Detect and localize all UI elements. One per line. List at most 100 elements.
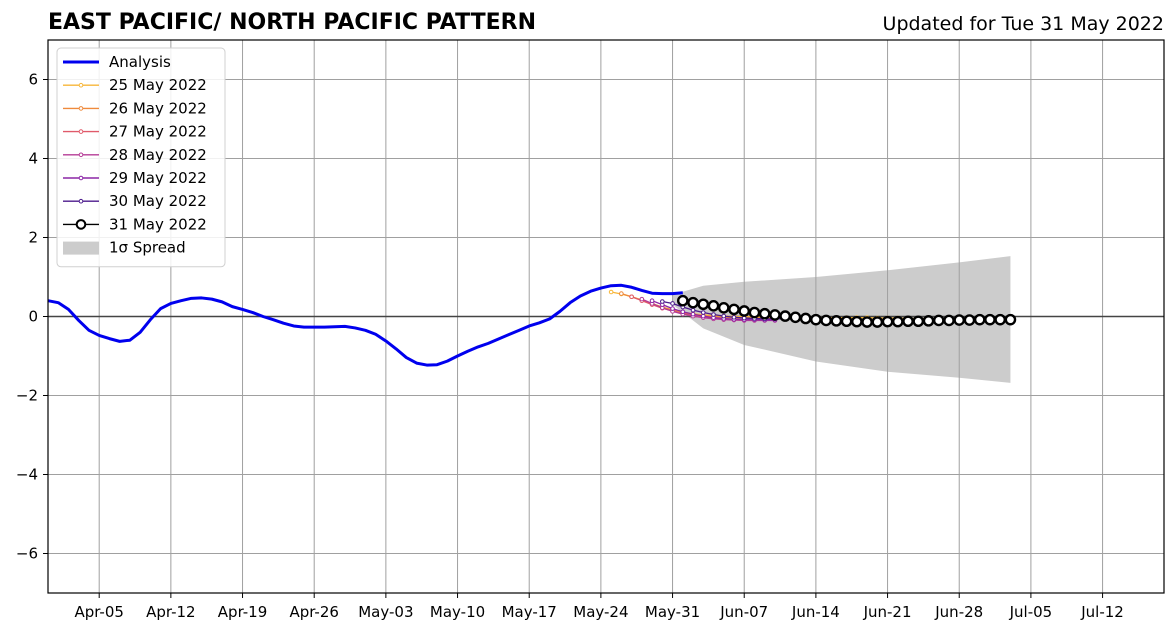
x-tick-label: Jul-05 xyxy=(1009,603,1053,621)
legend-label: 29 May 2022 xyxy=(109,169,207,187)
forecast-point xyxy=(984,313,996,326)
forecast-point xyxy=(690,307,696,313)
analysis-line xyxy=(47,283,683,367)
chart-title: EAST PACIFIC/ NORTH PACIFIC PATTERN xyxy=(48,10,536,35)
forecast-point xyxy=(629,294,634,300)
forecast-point xyxy=(660,299,665,304)
forecast-point xyxy=(851,315,863,328)
x-tick-label: Apr-12 xyxy=(146,603,196,621)
forecast-point xyxy=(721,313,727,319)
x-tick-label: May-31 xyxy=(645,603,700,621)
legend-entry: 29 May 2022 xyxy=(63,169,207,187)
forecast-point xyxy=(830,315,843,327)
x-tick-label: Jun-14 xyxy=(791,603,840,621)
legend-label: 28 May 2022 xyxy=(109,146,207,164)
forecast-point xyxy=(649,298,655,304)
forecast-point xyxy=(789,311,802,324)
forecast-point xyxy=(810,313,822,326)
legend-marker xyxy=(78,175,84,181)
x-tick-label: Apr-19 xyxy=(218,603,268,621)
forecast-point xyxy=(963,314,976,326)
legend-label: 26 May 2022 xyxy=(109,99,207,117)
x-tick-label: Jul-12 xyxy=(1080,603,1124,621)
forecast-point xyxy=(700,310,706,315)
forecast-point xyxy=(820,314,832,327)
forecast-point xyxy=(891,315,904,328)
forecast-point xyxy=(758,307,771,320)
axis-layer: Apr-05 Apr-12 Apr-19 Apr-26 May-03 May-10 May-… xyxy=(16,71,1124,622)
legend-entry: 26 May 2022 xyxy=(63,99,207,117)
forecast-point xyxy=(738,305,751,317)
forecast-point xyxy=(973,313,986,326)
y-tick-label: 6 xyxy=(28,71,38,89)
x-tick-label: Apr-26 xyxy=(289,603,339,621)
x-tick-label: May-17 xyxy=(502,603,557,621)
forecast-point xyxy=(932,314,945,327)
legend-box xyxy=(56,47,226,268)
chart-subtitle: Updated for Tue 31 May 2022 xyxy=(883,13,1164,35)
y-tick-label: 0 xyxy=(28,308,38,326)
forecast-point xyxy=(741,315,747,321)
forecast-point xyxy=(769,309,781,321)
forecast-point xyxy=(902,315,914,328)
forecast-point xyxy=(687,296,699,309)
legend-entry: 28 May 2022 xyxy=(63,146,207,164)
forecast-point xyxy=(799,312,812,325)
forecast-point xyxy=(707,300,720,312)
forecast-point xyxy=(670,306,675,311)
forecast-point xyxy=(728,303,740,316)
y-tick-label: −6 xyxy=(16,545,38,563)
x-tick-label: May-03 xyxy=(358,603,413,621)
forecast-point xyxy=(953,314,966,326)
legend-marker xyxy=(78,152,84,158)
y-tick-label: −2 xyxy=(16,387,38,405)
forecast-point xyxy=(676,294,689,307)
legend-swatch xyxy=(63,241,99,255)
legend-marker xyxy=(78,129,84,134)
legend-marker xyxy=(78,106,84,111)
forecast-point xyxy=(717,302,730,314)
x-tick-label: Jun-28 xyxy=(934,603,983,621)
forecast-point xyxy=(680,309,686,315)
x-tick-label: May-24 xyxy=(573,603,628,621)
forecast-series-6 xyxy=(676,294,1017,328)
forecast-point xyxy=(840,315,853,328)
x-tick-label: May-10 xyxy=(430,603,485,621)
forecast-point xyxy=(639,296,645,302)
forecast-point xyxy=(711,312,716,317)
legend-entry: Analysis xyxy=(63,53,171,71)
forecast-point xyxy=(697,298,710,311)
x-tick-label: Apr-05 xyxy=(74,603,124,621)
legend-entry: 25 May 2022 xyxy=(63,76,207,94)
y-tick-label: −4 xyxy=(16,466,38,484)
legend-label: 25 May 2022 xyxy=(109,76,207,94)
y-tick-label: 2 xyxy=(28,229,38,247)
forecast-point xyxy=(922,315,935,327)
legend: Analysis 25 May 2022 26 May 2022 27 May 202… xyxy=(56,47,226,268)
forecast-point xyxy=(1004,313,1017,326)
forecast-point xyxy=(779,310,791,322)
x-tick-label: Jun-21 xyxy=(863,603,912,621)
series-layer xyxy=(47,283,1017,367)
legend-entry: 30 May 2022 xyxy=(63,192,207,210)
legend-label: 31 May 2022 xyxy=(109,215,207,233)
forecast-point xyxy=(670,301,675,306)
legend-marker xyxy=(75,219,87,230)
forecast-point xyxy=(943,314,955,327)
legend-label: 1σ Spread xyxy=(109,239,186,257)
legend-marker xyxy=(78,198,84,204)
legend-entry: 27 May 2022 xyxy=(63,123,207,141)
forecast-point xyxy=(861,316,873,328)
legend-entry: 31 May 2022 xyxy=(63,215,207,233)
x-tick-label: Jun-07 xyxy=(719,603,768,621)
forecast-point xyxy=(994,313,1006,326)
forecast-point xyxy=(608,289,614,295)
forecast-point xyxy=(731,314,737,320)
legend-label: 27 May 2022 xyxy=(109,123,207,141)
legend-marker xyxy=(78,82,84,88)
forecast-point xyxy=(690,311,696,317)
y-tick-label: 4 xyxy=(28,150,38,168)
forecast-point xyxy=(748,306,761,319)
forecast-point xyxy=(881,315,894,328)
